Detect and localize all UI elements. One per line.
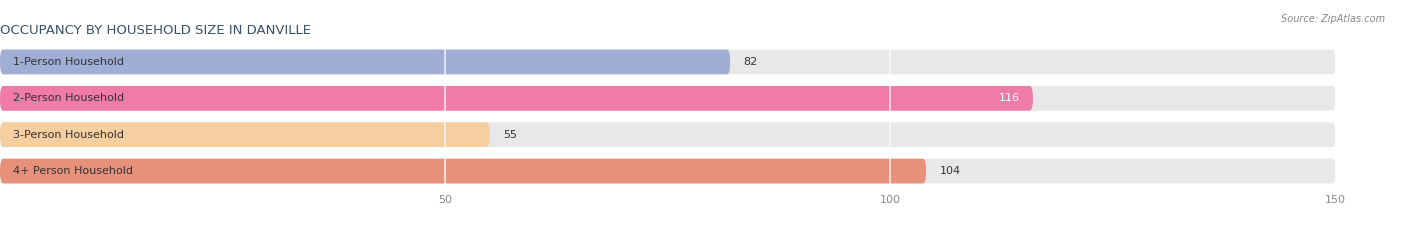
Text: 3-Person Household: 3-Person Household [14,130,124,140]
FancyBboxPatch shape [0,159,1336,183]
FancyBboxPatch shape [0,122,489,147]
Text: 2-Person Household: 2-Person Household [14,93,125,103]
FancyBboxPatch shape [0,50,730,74]
Text: 1-Person Household: 1-Person Household [14,57,124,67]
Text: 116: 116 [998,93,1019,103]
Text: 55: 55 [503,130,517,140]
Text: 4+ Person Household: 4+ Person Household [14,166,134,176]
FancyBboxPatch shape [0,122,1336,147]
FancyBboxPatch shape [0,86,1033,111]
FancyBboxPatch shape [0,159,927,183]
Text: OCCUPANCY BY HOUSEHOLD SIZE IN DANVILLE: OCCUPANCY BY HOUSEHOLD SIZE IN DANVILLE [0,24,311,37]
FancyBboxPatch shape [0,50,1336,74]
Text: 104: 104 [939,166,960,176]
Text: Source: ZipAtlas.com: Source: ZipAtlas.com [1281,14,1385,24]
FancyBboxPatch shape [0,86,1336,111]
Text: 82: 82 [744,57,758,67]
